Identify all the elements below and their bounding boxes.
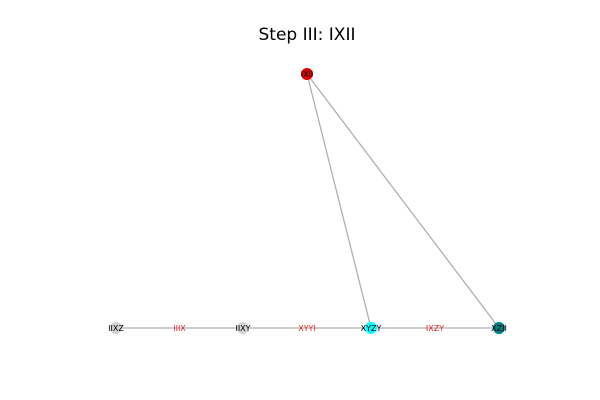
edges-layer: IIIX XYYI IXZY (116, 73, 500, 333)
node-marker (301, 68, 313, 80)
node-xzii: XZII (491, 322, 507, 334)
node-marker (110, 322, 122, 334)
node-ixii: IXII (301, 68, 314, 80)
edge-label: IXZY (426, 324, 444, 333)
edge-ixii-xyzy (306, 73, 372, 329)
node-marker (365, 322, 377, 334)
diagram-title: Step III: IXII (259, 25, 356, 45)
node-marker (237, 322, 249, 334)
node-iixy: IIXY (235, 322, 251, 334)
edge-ixii-xzii (306, 73, 500, 329)
edge-label: IIIX (173, 324, 186, 333)
node-label: XYZY (361, 324, 382, 333)
nodes-layer: IXII IIXZ IIXY XYZY XZII (108, 68, 507, 334)
node-marker (493, 322, 505, 334)
node-xyzy: XYZY (361, 322, 382, 334)
node-label: XZII (491, 324, 507, 333)
node-label: IXII (301, 70, 314, 79)
node-label: IIXY (235, 324, 250, 333)
node-iixz: IIXZ (108, 322, 124, 334)
node-label: IIXZ (108, 324, 124, 333)
edge-label: XYYI (298, 324, 316, 333)
